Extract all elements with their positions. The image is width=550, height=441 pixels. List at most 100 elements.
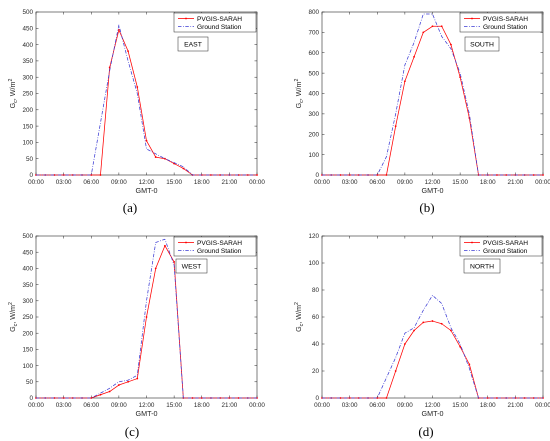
y-tick-label: 20 bbox=[312, 368, 320, 375]
y-tick-label: 50 bbox=[26, 379, 34, 386]
chart-panel-b: 0 100 200 300 400 500 600 700 800 00:00 03:00 06:00… bbox=[294, 9, 550, 215]
orientation-label-box bbox=[464, 36, 500, 52]
y-axis-label: Gc, W/m2 bbox=[294, 302, 305, 332]
legend-label-pvgis: PVGIS-SARAH bbox=[483, 16, 528, 23]
y-tick-label: 350 bbox=[22, 58, 33, 65]
legend-box bbox=[459, 12, 543, 33]
y-tick-label: 400 bbox=[22, 266, 33, 273]
data-point-pvgis bbox=[440, 322, 443, 325]
x-tick-label: 00:00 bbox=[28, 179, 44, 186]
y-tick-label: 700 bbox=[308, 30, 319, 37]
x-tick-label: 03:00 bbox=[342, 179, 358, 186]
data-point-pvgis bbox=[182, 167, 185, 170]
legend-label-pvgis: PVGIS-SARAH bbox=[483, 240, 528, 247]
data-point-pvgis bbox=[486, 397, 489, 399]
x-tick-label: 06:00 bbox=[83, 402, 99, 409]
data-point-pvgis bbox=[403, 80, 406, 83]
x-tick-label: 03:00 bbox=[56, 179, 72, 186]
orientation-label-box bbox=[463, 258, 501, 274]
x-tick-label: 06:00 bbox=[369, 179, 385, 186]
y-tick-label: 800 bbox=[308, 9, 319, 16]
y-tick-label: 200 bbox=[308, 131, 319, 138]
data-point-pvgis bbox=[145, 316, 148, 318]
x-tick-label: 09:00 bbox=[111, 402, 127, 409]
data-point-pvgis bbox=[413, 55, 415, 58]
legend-label-ground-station: Ground Station bbox=[483, 24, 528, 31]
x-axis-label: GMT-0 bbox=[422, 409, 444, 418]
legend-label-pvgis: PVGIS-SARAH bbox=[197, 16, 242, 23]
data-point-pvgis bbox=[173, 261, 176, 263]
data-point-pvgis bbox=[108, 390, 111, 393]
x-tick-label: 21:00 bbox=[221, 179, 237, 186]
legend-marker-pvgis bbox=[185, 17, 187, 20]
y-tick-label: 200 bbox=[22, 330, 33, 337]
orientation-label: WEST bbox=[182, 263, 202, 270]
y-tick-label: 100 bbox=[22, 363, 33, 370]
legend-label-pvgis: PVGIS-SARAH bbox=[197, 240, 242, 247]
x-tick-label: 00:00 bbox=[314, 179, 330, 186]
data-point-pvgis bbox=[496, 397, 498, 399]
x-tick-label: 21:00 bbox=[507, 402, 523, 409]
subfigure-label: (b) bbox=[419, 200, 434, 215]
data-point-pvgis bbox=[136, 86, 139, 88]
legend-label-ground-station: Ground Station bbox=[197, 248, 242, 255]
legend-box bbox=[173, 12, 257, 33]
plot-area bbox=[36, 12, 257, 175]
y-tick-label: 500 bbox=[22, 233, 33, 240]
y-tick-label: 50 bbox=[26, 156, 34, 163]
x-tick-label: 18:00 bbox=[194, 402, 210, 409]
data-point-pvgis bbox=[200, 397, 203, 399]
x-tick-label: 00:00 bbox=[249, 402, 265, 409]
y-tick-label: 0 bbox=[29, 172, 33, 179]
y-tick-label: 450 bbox=[22, 26, 33, 33]
y-tick-label: 150 bbox=[22, 123, 33, 130]
data-point-pvgis bbox=[154, 156, 157, 158]
data-point-pvgis bbox=[422, 321, 425, 324]
data-point-pvgis bbox=[237, 397, 240, 399]
data-point-pvgis bbox=[154, 267, 157, 270]
orientation-label-box bbox=[177, 36, 209, 52]
orientation-label: NORTH bbox=[470, 263, 494, 270]
x-tick-label: 15:00 bbox=[166, 402, 182, 409]
legend-label-ground-station: Ground Station bbox=[197, 24, 242, 31]
y-tick-label: 40 bbox=[312, 341, 320, 348]
chart-panel-d: 0 20 40 60 80 100 120 00:00 03:00 06:00 09:00 12:00… bbox=[294, 233, 550, 439]
data-point-pvgis bbox=[496, 174, 498, 176]
y-tick-label: 500 bbox=[308, 70, 319, 77]
data-point-pvgis bbox=[376, 174, 379, 176]
data-point-pvgis bbox=[385, 174, 388, 176]
y-tick-label: 100 bbox=[308, 260, 319, 267]
data-point-pvgis bbox=[256, 174, 258, 176]
data-point-pvgis bbox=[459, 345, 462, 348]
data-point-pvgis bbox=[468, 363, 471, 366]
y-tick-label: 400 bbox=[308, 91, 319, 98]
plot-area bbox=[322, 12, 543, 175]
legend-marker-pvgis bbox=[185, 241, 187, 244]
data-point-pvgis bbox=[413, 329, 415, 332]
y-tick-label: 80 bbox=[312, 287, 320, 294]
data-point-pvgis bbox=[117, 384, 120, 386]
y-tick-label: 300 bbox=[308, 111, 319, 118]
y-tick-label: 60 bbox=[312, 314, 320, 321]
y-tick-label: 100 bbox=[308, 152, 319, 159]
data-point-pvgis bbox=[99, 174, 102, 176]
x-tick-label: 21:00 bbox=[221, 402, 237, 409]
orientation-label-box bbox=[175, 258, 208, 274]
y-axis-label: Gc, W/m2 bbox=[8, 78, 19, 108]
x-tick-label: 06:00 bbox=[83, 179, 99, 186]
x-tick-label: 18:00 bbox=[194, 179, 210, 186]
x-axis-label: GMT-0 bbox=[136, 186, 158, 195]
plot-area bbox=[322, 236, 543, 398]
data-point-pvgis bbox=[117, 29, 120, 31]
data-point-pvgis bbox=[53, 174, 56, 176]
orientation-label: SOUTH bbox=[470, 41, 494, 48]
x-tick-label: 00:00 bbox=[535, 179, 550, 186]
data-point-pvgis bbox=[99, 393, 102, 396]
x-axis-label: GMT-0 bbox=[422, 186, 444, 195]
legend-label-ground-station: Ground Station bbox=[483, 248, 528, 255]
x-tick-label: 00:00 bbox=[28, 402, 44, 409]
data-point-pvgis bbox=[90, 174, 93, 176]
legend-box bbox=[459, 236, 543, 257]
x-tick-label: 12:00 bbox=[425, 402, 441, 409]
series-line-ground-station bbox=[322, 13, 543, 176]
